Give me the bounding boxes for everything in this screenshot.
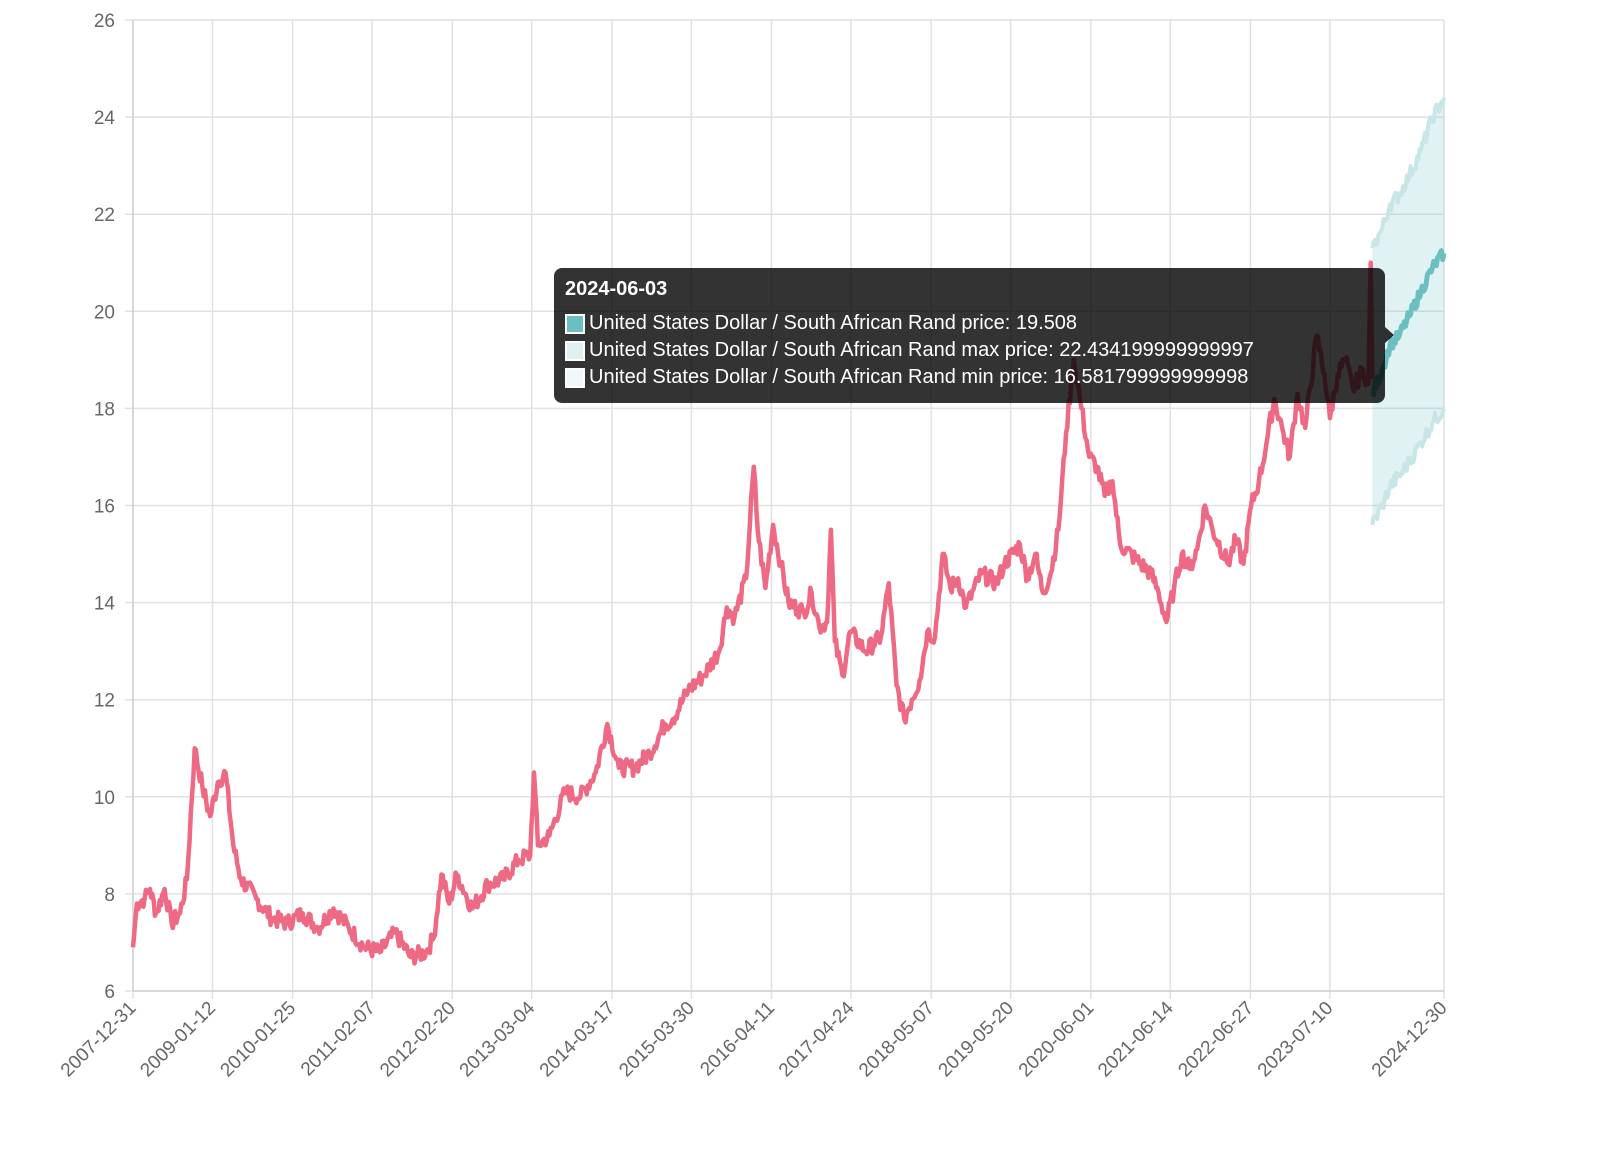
x-tick-label: 2019-05-20 bbox=[935, 998, 1019, 1082]
x-tick-label: 2016-04-11 bbox=[696, 998, 779, 1081]
series-line-historical-price bbox=[130, 260, 1375, 966]
tooltip-label: United States Dollar / South African Ran… bbox=[589, 366, 1249, 388]
x-tick-label: 2007-12-31 bbox=[57, 998, 141, 1082]
y-tick-label: 22 bbox=[94, 205, 115, 226]
tooltip-caret bbox=[1385, 327, 1394, 343]
x-tick-label: 2023-07-10 bbox=[1254, 998, 1338, 1082]
max-swatch-icon bbox=[565, 340, 585, 361]
x-tick-label: 2009-01-12 bbox=[136, 998, 220, 1082]
x-tick-label: 2017-04-24 bbox=[775, 997, 859, 1081]
x-tick-label: 2013-03-04 bbox=[456, 997, 540, 1081]
x-tick-label: 2022-06-27 bbox=[1174, 998, 1258, 1082]
x-tick-label: 2020-06-01 bbox=[1015, 998, 1099, 1082]
y-tick-label: 6 bbox=[104, 982, 115, 1003]
tooltip-title: 2024-06-03 bbox=[565, 278, 668, 300]
tooltip: 2024-06-03 United States Dollar / South … bbox=[554, 268, 1385, 403]
y-tick-label: 12 bbox=[94, 691, 115, 712]
tooltip-row-price: United States Dollar / South African Ran… bbox=[565, 310, 1374, 337]
x-tick-label: 2012-02-20 bbox=[376, 998, 460, 1082]
tooltip-label: United States Dollar / South African Ran… bbox=[589, 312, 1078, 334]
series-line-max-price bbox=[1370, 97, 1446, 249]
series-line-min-price bbox=[1370, 407, 1446, 526]
y-tick-label: 24 bbox=[94, 108, 116, 129]
y-tick-label: 8 bbox=[104, 885, 115, 906]
x-tick-label: 2015-03-30 bbox=[615, 998, 699, 1082]
y-tick-label: 20 bbox=[94, 302, 115, 323]
x-tick-label: 2024-12-30 bbox=[1368, 998, 1452, 1082]
x-tick-label: 2018-05-07 bbox=[855, 998, 939, 1082]
x-tick-label: 2021-06-14 bbox=[1094, 997, 1178, 1081]
x-tick-label: 2010-01-25 bbox=[217, 998, 301, 1082]
y-tick-label: 18 bbox=[94, 399, 115, 420]
tooltip-row-max: United States Dollar / South African Ran… bbox=[565, 337, 1374, 364]
y-tick-label: 14 bbox=[94, 594, 116, 615]
min-swatch-icon bbox=[565, 367, 585, 388]
x-tick-label: 2014-03-17 bbox=[536, 998, 620, 1082]
y-tick-label: 26 bbox=[94, 11, 115, 32]
y-tick-label: 10 bbox=[94, 788, 115, 809]
y-tick-label: 16 bbox=[94, 497, 115, 518]
tooltip-row-min: United States Dollar / South African Ran… bbox=[565, 364, 1374, 391]
price-swatch-icon bbox=[565, 313, 585, 334]
x-tick-label: 2011-02-07 bbox=[297, 998, 380, 1081]
tooltip-label: United States Dollar / South African Ran… bbox=[589, 339, 1254, 361]
